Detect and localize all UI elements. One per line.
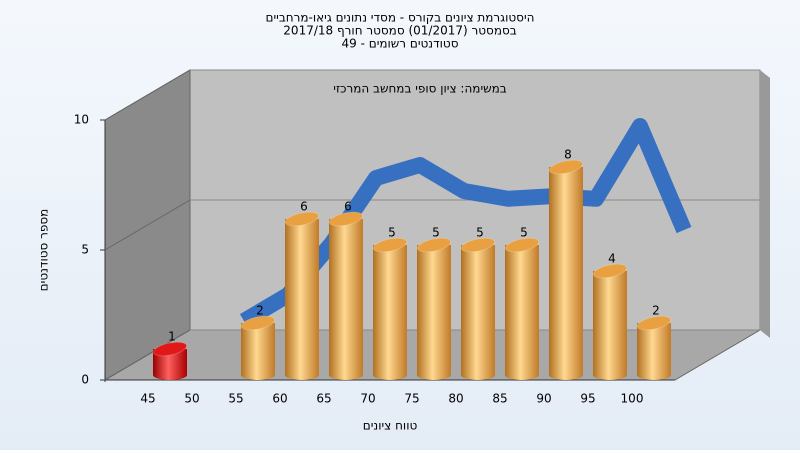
title-block: היסטוגרמת ציונים בקורס - מסדי נתונים גיא… xyxy=(265,11,534,51)
bar xyxy=(593,271,627,375)
bar-base xyxy=(505,370,539,380)
bar xyxy=(549,167,583,375)
grid-line xyxy=(104,199,191,251)
x-tick-label: 50 xyxy=(184,392,199,406)
bar-base xyxy=(637,370,671,380)
value-label: 4 xyxy=(608,252,616,266)
value-label: 6 xyxy=(344,200,352,214)
bar-base xyxy=(373,370,407,380)
bar xyxy=(637,323,671,375)
x-tick-label: 60 xyxy=(272,392,287,406)
bar xyxy=(417,245,451,375)
bar xyxy=(505,245,539,375)
bar-base xyxy=(417,370,451,380)
wall-edge xyxy=(760,70,770,338)
grid-line xyxy=(104,69,191,121)
x-tick-label: 75 xyxy=(404,392,419,406)
title-line: היסטוגרמת ציונים בקורס - מסדי נתונים גיא… xyxy=(265,11,534,25)
title-line: סטודנטים רשומים - 49 xyxy=(341,37,458,51)
bar-base xyxy=(241,370,275,380)
y-tick-label: 5 xyxy=(81,243,89,257)
x-tick-label: 90 xyxy=(536,392,551,406)
x-tick-label: 70 xyxy=(360,392,375,406)
bar-base xyxy=(153,370,187,380)
x-tick-label: 45 xyxy=(140,392,155,406)
x-tick-label: 65 xyxy=(316,392,331,406)
bar-top xyxy=(416,237,452,253)
subtitle: במשימה: ציון סופי במחשב המרכזי xyxy=(333,82,507,96)
bar-base xyxy=(329,370,363,380)
bar-top xyxy=(152,341,188,357)
value-label: 8 xyxy=(564,148,572,162)
bar xyxy=(285,219,319,375)
bar-top xyxy=(548,159,584,175)
x-tick-label: 80 xyxy=(448,392,463,406)
value-label: 5 xyxy=(388,226,396,240)
bar-top xyxy=(460,237,496,253)
title-line: בסמסטר (01/2017) סמסטר חורף 2017/18 xyxy=(283,24,516,38)
bar-top xyxy=(328,211,364,227)
x-tick-label: 100 xyxy=(621,392,644,406)
bar-base xyxy=(549,370,583,380)
grid-line xyxy=(104,329,191,381)
bar-base xyxy=(461,370,495,380)
bar-top xyxy=(504,237,540,253)
bar-top xyxy=(592,263,628,279)
bar-top xyxy=(240,315,276,331)
x-tick-label: 85 xyxy=(492,392,507,406)
value-label: 5 xyxy=(432,226,440,240)
y-tick-label: 0 xyxy=(81,373,89,387)
bar-top xyxy=(284,211,320,227)
y-tick-label: 10 xyxy=(74,113,89,127)
bar-top xyxy=(636,315,672,331)
x-axis-label: טווח ציונים xyxy=(363,419,418,433)
value-label: 5 xyxy=(520,226,528,240)
y-axis-label: מספר סטודנטים xyxy=(37,209,51,292)
bar-base xyxy=(285,370,319,380)
bar-base xyxy=(593,370,627,380)
bar xyxy=(373,245,407,375)
value-label: 2 xyxy=(652,304,660,318)
bar xyxy=(241,323,275,375)
bar xyxy=(461,245,495,375)
value-label: 5 xyxy=(476,226,484,240)
value-label: 2 xyxy=(256,304,264,318)
bar xyxy=(329,219,363,375)
value-label: 6 xyxy=(300,200,308,214)
x-tick-label: 95 xyxy=(580,392,595,406)
x-tick-label: 55 xyxy=(228,392,243,406)
value-label: 1 xyxy=(168,330,176,344)
bar-top xyxy=(372,237,408,253)
